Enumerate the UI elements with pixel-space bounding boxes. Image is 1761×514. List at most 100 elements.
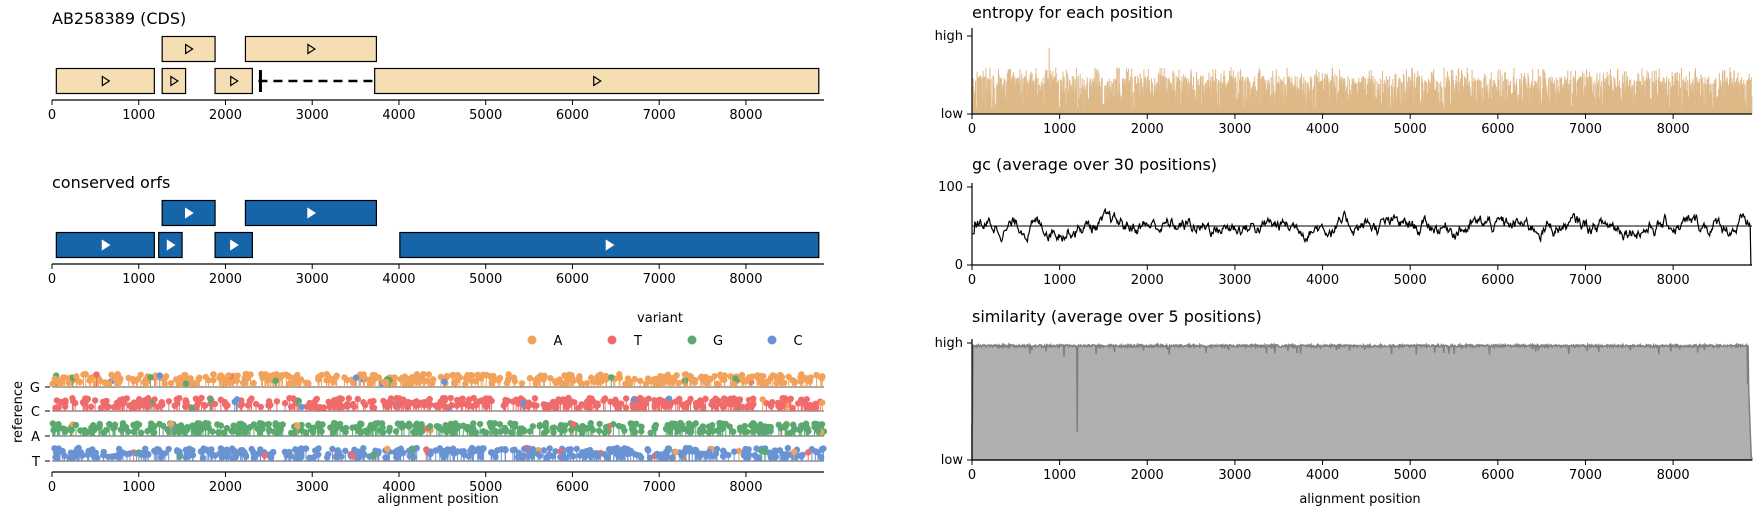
- variant-point: [630, 404, 637, 411]
- variant-point: [258, 370, 265, 378]
- variant-point: [183, 399, 190, 406]
- variant-point: [158, 454, 165, 461]
- variant-point: [765, 377, 772, 385]
- variant-point: [528, 452, 536, 460]
- variant-point: [497, 428, 505, 435]
- variant-point: [552, 448, 559, 455]
- cds-title: AB258389 (CDS): [52, 9, 186, 28]
- variant-point: [502, 446, 509, 454]
- variant-point: [344, 403, 351, 410]
- variant-point: [196, 420, 203, 427]
- variant-point: [783, 421, 790, 428]
- variant-point: [386, 424, 393, 432]
- variant-point: [61, 452, 68, 459]
- variant-point: [273, 398, 281, 405]
- variant-point: [156, 420, 163, 428]
- variant-point: [796, 426, 803, 434]
- variant-point: [126, 450, 134, 457]
- variant-point: [526, 374, 534, 382]
- variant-point: [753, 445, 760, 452]
- variant-point: [761, 448, 768, 456]
- variant-point: [235, 429, 242, 436]
- legend-label-C: C: [793, 334, 802, 349]
- variant-point: [367, 421, 375, 429]
- variant-point: [231, 398, 238, 406]
- variant-point: [323, 454, 331, 461]
- variant-point: [142, 376, 149, 383]
- variant-point: [265, 398, 273, 405]
- variant-point: [749, 395, 757, 402]
- variant-point: [256, 420, 264, 427]
- variant-point: [529, 423, 537, 430]
- variant-point: [226, 379, 233, 387]
- orf-title: conserved orfs: [52, 173, 170, 192]
- variant-point: [211, 452, 219, 459]
- variant-point: [385, 399, 392, 407]
- variant-point: [339, 425, 347, 433]
- variant-point: [208, 446, 215, 453]
- variant-point: [495, 377, 502, 384]
- variant-point: [327, 424, 334, 431]
- variant-point: [68, 426, 75, 434]
- variant-point: [161, 450, 169, 457]
- variant-point: [730, 380, 737, 388]
- variant-point: [50, 427, 57, 434]
- variant-point: [298, 446, 306, 454]
- variant-point: [182, 380, 190, 387]
- cds-axis-tick-label: 3000: [296, 108, 329, 123]
- variant-point: [306, 454, 313, 462]
- variant-point: [158, 398, 165, 406]
- variant-point: [631, 375, 638, 383]
- variant-point: [270, 428, 278, 435]
- strand-arrow-icon: [230, 239, 239, 251]
- variant-point: [145, 395, 152, 402]
- variant-point: [105, 380, 112, 387]
- variant-point: [225, 372, 232, 379]
- variant-point: [52, 454, 59, 461]
- variant-point: [607, 398, 614, 405]
- feature-box: [161, 67, 187, 95]
- variant-point: [730, 395, 737, 402]
- variant-point: [602, 423, 610, 431]
- variant-point: [124, 428, 132, 435]
- variant-point: [261, 452, 268, 459]
- variant-point: [223, 448, 230, 455]
- variant-point: [199, 454, 207, 462]
- variant-point: [798, 371, 805, 378]
- variant-point: [667, 425, 674, 432]
- feature-box: [374, 67, 820, 95]
- variant-point: [816, 421, 823, 429]
- variant-point: [336, 404, 343, 411]
- variant-point: [109, 453, 117, 460]
- variant-point: [402, 399, 410, 407]
- variant-point: [454, 371, 461, 379]
- reference-label-C: C: [31, 405, 40, 420]
- variant-point: [133, 377, 140, 384]
- variant-point: [154, 403, 161, 411]
- variant-point: [612, 399, 619, 406]
- variant-point: [505, 371, 512, 378]
- variant-point: [238, 401, 246, 408]
- variant-point: [167, 420, 175, 428]
- variant-point: [218, 453, 226, 461]
- orf-axis-tick-label: 6000: [556, 272, 589, 287]
- variant-point: [293, 447, 300, 454]
- variant-point: [331, 420, 339, 427]
- variant-point: [252, 400, 260, 408]
- variant-point: [81, 429, 88, 436]
- variant-point: [750, 422, 757, 430]
- variant-point: [379, 429, 387, 436]
- variant-point: [819, 373, 826, 380]
- variant-point: [461, 451, 468, 458]
- variant-point: [647, 429, 654, 436]
- variant-x-axis: 0 1000 2000 3000 4000 5000 6000 7000 8000: [48, 471, 824, 495]
- variant-point: [597, 371, 604, 378]
- variant-point: [678, 452, 685, 459]
- variant-point: [784, 444, 792, 452]
- variant-point: [739, 374, 746, 381]
- variant-point: [294, 371, 301, 379]
- variant-point: [441, 378, 448, 385]
- variant-point: [173, 376, 180, 383]
